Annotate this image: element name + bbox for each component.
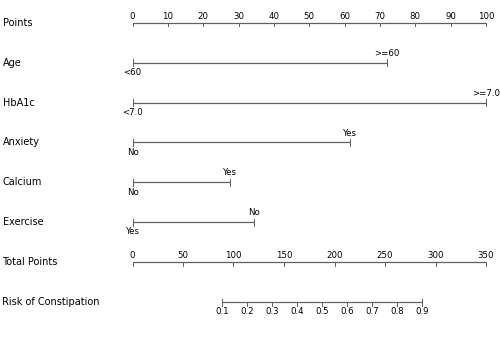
Text: 100: 100 — [225, 251, 242, 260]
Text: Total Points: Total Points — [2, 257, 58, 267]
Text: Yes: Yes — [222, 168, 236, 177]
Text: >=7.0: >=7.0 — [472, 89, 500, 98]
Text: 70: 70 — [374, 12, 386, 21]
Text: 100: 100 — [478, 12, 494, 21]
Text: 0.1: 0.1 — [215, 307, 228, 316]
Text: 0: 0 — [130, 251, 135, 260]
Text: 150: 150 — [276, 251, 292, 260]
Text: No: No — [248, 208, 260, 217]
Text: HbA1c: HbA1c — [2, 98, 34, 107]
Text: Anxiety: Anxiety — [2, 138, 40, 147]
Text: Yes: Yes — [343, 128, 357, 138]
Text: >=60: >=60 — [374, 49, 400, 58]
Text: 350: 350 — [478, 251, 494, 260]
Text: 10: 10 — [162, 12, 173, 21]
Text: 200: 200 — [326, 251, 343, 260]
Text: 0.8: 0.8 — [390, 307, 404, 316]
Text: Calcium: Calcium — [2, 177, 42, 187]
Text: Yes: Yes — [126, 228, 140, 237]
Text: 90: 90 — [445, 12, 456, 21]
Text: 0.9: 0.9 — [416, 307, 429, 316]
Text: No: No — [126, 188, 138, 197]
Text: 0.6: 0.6 — [340, 307, 354, 316]
Text: 0.4: 0.4 — [290, 307, 304, 316]
Text: 300: 300 — [427, 251, 444, 260]
Text: <7.0: <7.0 — [122, 108, 143, 117]
Text: 40: 40 — [268, 12, 280, 21]
Text: 0.7: 0.7 — [366, 307, 379, 316]
Text: 60: 60 — [339, 12, 350, 21]
Text: 20: 20 — [198, 12, 208, 21]
Text: 50: 50 — [304, 12, 315, 21]
Text: Risk of Constipation: Risk of Constipation — [2, 297, 100, 307]
Text: Exercise: Exercise — [2, 217, 43, 227]
Text: 0: 0 — [130, 12, 135, 21]
Text: 50: 50 — [178, 251, 188, 260]
Text: 80: 80 — [410, 12, 421, 21]
Text: <60: <60 — [124, 68, 142, 77]
Text: 0.5: 0.5 — [316, 307, 329, 316]
Text: Age: Age — [2, 58, 21, 68]
Text: 250: 250 — [377, 251, 393, 260]
Text: 30: 30 — [233, 12, 244, 21]
Text: No: No — [126, 148, 138, 157]
Text: 0.3: 0.3 — [265, 307, 279, 316]
Text: Points: Points — [2, 18, 32, 28]
Text: 0.2: 0.2 — [240, 307, 254, 316]
